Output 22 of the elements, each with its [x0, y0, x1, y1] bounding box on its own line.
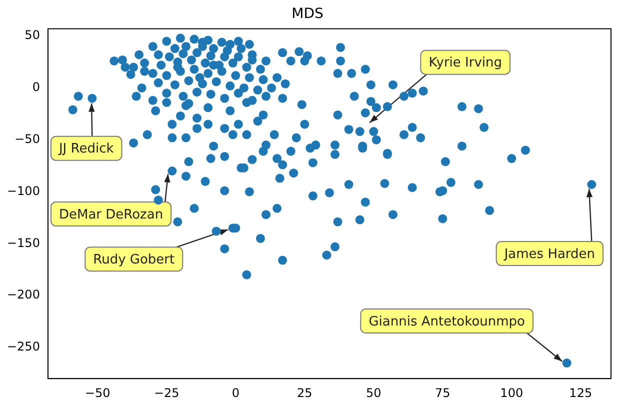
x-tick-label: 0 [232, 386, 240, 400]
chart-title: MDS [292, 6, 324, 22]
y-tick-label: −50 [14, 132, 40, 146]
annotation: Kyrie Irving [428, 56, 502, 71]
y-tick-label: −250 [6, 340, 40, 354]
y-tick-label: −200 [6, 288, 40, 302]
y-tick-label: −100 [6, 184, 40, 198]
x-tick-label: 25 [297, 386, 312, 400]
y-tick-label: 0 [32, 80, 40, 94]
annotation: DeMar DeRozan [58, 207, 164, 222]
annotation: Giannis Antetokounmpo [368, 314, 526, 330]
annotation: James Harden [503, 246, 596, 262]
y-tick-label: −150 [6, 236, 40, 250]
x-tick-label: 125 [569, 386, 592, 400]
annotation: Rudy Gobert [93, 252, 175, 268]
x-tick-label: 50 [366, 386, 382, 400]
x-tick-label: −50 [84, 386, 110, 400]
annotation: JJ Redick [58, 142, 114, 157]
x-tick-label: 100 [500, 386, 524, 400]
y-tick-label: 50 [24, 28, 40, 42]
x-tick-label: 75 [435, 386, 450, 400]
x-tick-label: −25 [154, 386, 180, 400]
